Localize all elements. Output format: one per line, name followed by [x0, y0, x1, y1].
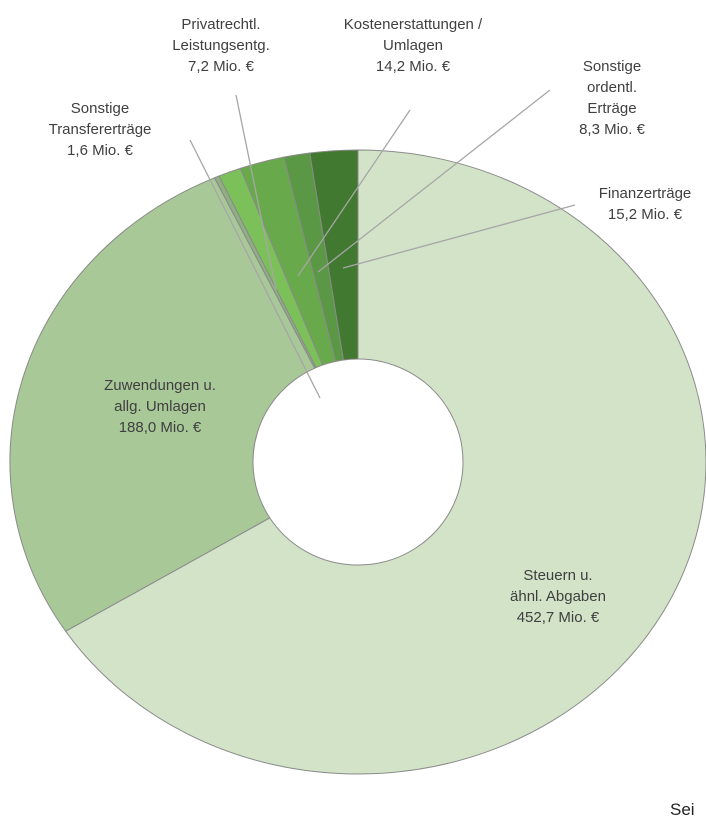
leader-line — [189, 139, 321, 399]
value-label: 1,6 Mio. € — [67, 142, 133, 159]
category-label: Privatrechtl. Leistungsentg. — [172, 16, 270, 54]
category-label: Finanzerträge — [598, 185, 692, 202]
value-label: 15,2 Mio. € — [607, 206, 683, 223]
data-label: Finanzerträge 15,2 Mio. € — [599, 183, 692, 225]
category-label: Sonstige Transfererträge — [48, 100, 152, 138]
data-label: Kostenerstattungen / Umlagen 14,2 Mio. € — [344, 14, 482, 77]
leader-line — [317, 89, 551, 273]
category-label: Steuern u. ähnl. Abgaben — [510, 567, 606, 605]
data-label: Sonstige ordentl. Erträge 8,3 Mio. € — [565, 56, 659, 140]
data-label: Zuwendungen u. allg. Umlagen 188,0 Mio. € — [104, 375, 216, 438]
data-label: Sonstige Transfererträge 1,6 Mio. € — [49, 98, 152, 161]
value-label: 8,3 Mio. € — [579, 121, 645, 138]
donut-segment — [64, 149, 706, 775]
value-label: 188,0 Mio. € — [118, 419, 202, 436]
leader-line — [235, 94, 277, 291]
value-label: 452,7 Mio. € — [516, 609, 600, 626]
leader-line — [297, 109, 411, 277]
value-label: 7,2 Mio. € — [188, 58, 254, 75]
leader-line — [342, 204, 576, 269]
category-label: Kostenerstattungen / Umlagen — [343, 16, 483, 54]
category-label: Sonstige ordentl. Erträge — [582, 58, 642, 117]
donut-segment — [309, 149, 359, 361]
category-label: Zuwendungen u. allg. Umlagen — [104, 377, 216, 415]
data-label: Steuern u. ähnl. Abgaben 452,7 Mio. € — [510, 565, 606, 628]
value-label: 14,2 Mio. € — [375, 58, 451, 75]
donut-segment — [9, 177, 316, 632]
data-label: Privatrechtl. Leistungsentg. 7,2 Mio. € — [172, 14, 270, 77]
footer-text: Sei — [670, 800, 695, 819]
